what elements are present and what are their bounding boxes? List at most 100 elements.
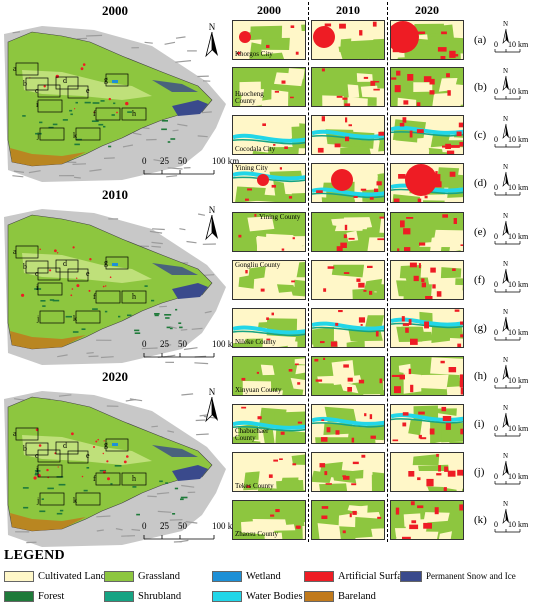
- detail-panel: [390, 115, 464, 155]
- scale-tick-label: 25: [160, 521, 169, 531]
- detail-panel: [311, 452, 385, 492]
- study-box-label: e: [86, 86, 90, 95]
- scale-tick-label: 100 km: [212, 521, 240, 531]
- mini-scale-distance: 10 km: [508, 520, 529, 529]
- study-box-label: a: [13, 247, 17, 256]
- mini-north-label: N: [503, 452, 509, 460]
- study-box-label: e: [86, 269, 90, 278]
- detail-panel: Nileke County: [232, 308, 306, 348]
- mini-scale-distance: 10 km: [508, 135, 529, 144]
- mini-scale-bar: N 0 10 km: [494, 116, 544, 156]
- detail-panel: [311, 115, 385, 155]
- legend-item: Grassland: [104, 570, 180, 582]
- study-box-label: g: [104, 75, 108, 84]
- mini-north-label: N: [503, 163, 509, 171]
- scale-tick-label: 0: [142, 156, 147, 166]
- detail-panel: [390, 404, 464, 444]
- row-label: (a): [474, 34, 487, 46]
- row-label: (b): [474, 81, 487, 93]
- mini-scale-zero: 0: [494, 424, 498, 433]
- legend-label: Shrubland: [138, 590, 182, 602]
- row-label: (k): [474, 514, 487, 526]
- study-box-label: c: [35, 269, 39, 278]
- legend-item: Water Bodies: [212, 590, 303, 602]
- mini-north-label: N: [503, 260, 509, 268]
- mini-scale-bar: N 0 10 km: [494, 213, 544, 253]
- detail-panel: Khorgos City: [232, 20, 306, 60]
- scale-tick-label: 50: [178, 156, 187, 166]
- study-box-label: c: [35, 86, 39, 95]
- detail-panel: Yining City: [232, 163, 306, 203]
- study-box-label: e: [86, 451, 90, 460]
- study-box-label: f: [93, 109, 96, 118]
- place-name-label: Gongliu County: [235, 261, 281, 269]
- detail-panel: [311, 212, 385, 252]
- mini-north-label: N: [503, 20, 509, 28]
- detail-panel: [311, 308, 385, 348]
- column-title-2020: 2020: [415, 3, 439, 17]
- north-label: N: [208, 387, 216, 397]
- legend-swatch: [304, 590, 334, 602]
- overview-year-title: 2010: [102, 187, 128, 202]
- mini-scale-distance: 10 km: [508, 183, 529, 192]
- mini-scale-bar: N 0 10 km: [494, 501, 544, 541]
- north-arrow-icon: N: [204, 205, 220, 246]
- place-name-label: Xinyuan County: [235, 386, 282, 394]
- mini-scale-bar: N 0 10 km: [494, 21, 544, 61]
- mini-scale-bar: N 0 10 km: [494, 453, 544, 493]
- detail-panel: Xinyuan County: [232, 356, 306, 396]
- mini-scale-distance: 10 km: [508, 87, 529, 96]
- legend-item: Permanent Snow and Ice: [400, 570, 516, 582]
- place-name-label: Chabuchaer County: [235, 427, 269, 442]
- row-label: (h): [474, 370, 487, 382]
- study-box-label: j: [37, 496, 40, 505]
- mini-scale-bar: N 0 10 km: [494, 309, 544, 349]
- mini-north-label: N: [503, 212, 509, 220]
- legend-title: LEGEND: [4, 548, 65, 563]
- row-label: (i): [474, 418, 485, 430]
- legend-swatch: [212, 590, 242, 602]
- detail-panel: [390, 356, 464, 396]
- legend-swatch: [212, 570, 242, 582]
- study-box-label: b: [23, 262, 27, 271]
- column-divider: [387, 2, 388, 542]
- detail-panel: [390, 308, 464, 348]
- detail-panel: [390, 260, 464, 300]
- detail-panel: [390, 163, 464, 203]
- mini-scale-distance: 10 km: [508, 376, 529, 385]
- scale-tick-label: 25: [160, 339, 169, 349]
- mini-north-label: N: [503, 356, 509, 364]
- study-box-label: d: [63, 259, 67, 268]
- detail-panel: [311, 163, 385, 203]
- place-name-label: Nileke County: [235, 338, 277, 346]
- legend-item: Wetland: [212, 570, 281, 582]
- legend-item: Bareland: [304, 590, 376, 602]
- mini-scale-zero: 0: [494, 87, 498, 96]
- row-label: (d): [474, 177, 487, 189]
- row-label: (j): [474, 466, 485, 478]
- mini-scale-distance: 10 km: [508, 424, 529, 433]
- study-box-label: a: [13, 429, 17, 438]
- detail-panel: Yining County: [232, 212, 306, 252]
- study-box-label: b: [23, 79, 27, 88]
- detail-panel: Tekes County: [232, 452, 306, 492]
- place-name-label: Tekes County: [235, 482, 274, 490]
- mini-north-label: N: [503, 115, 509, 123]
- mini-scale-zero: 0: [494, 135, 498, 144]
- scale-tick-label: 50: [178, 339, 187, 349]
- detail-panel: [390, 452, 464, 492]
- legend-item: Artificial Surfaces: [304, 570, 415, 582]
- detail-panel: [390, 67, 464, 107]
- mini-scale-distance: 10 km: [508, 472, 529, 481]
- study-box-label: k: [73, 314, 77, 323]
- detail-panel: Huocheng County: [232, 67, 306, 107]
- mini-scale-distance: 10 km: [508, 232, 529, 241]
- mini-north-label: N: [503, 308, 509, 316]
- mini-north-label: N: [503, 67, 509, 75]
- legend-swatch: [104, 570, 134, 582]
- study-box-label: i: [36, 465, 39, 474]
- detail-panel: [311, 356, 385, 396]
- row-label: (g): [474, 322, 487, 334]
